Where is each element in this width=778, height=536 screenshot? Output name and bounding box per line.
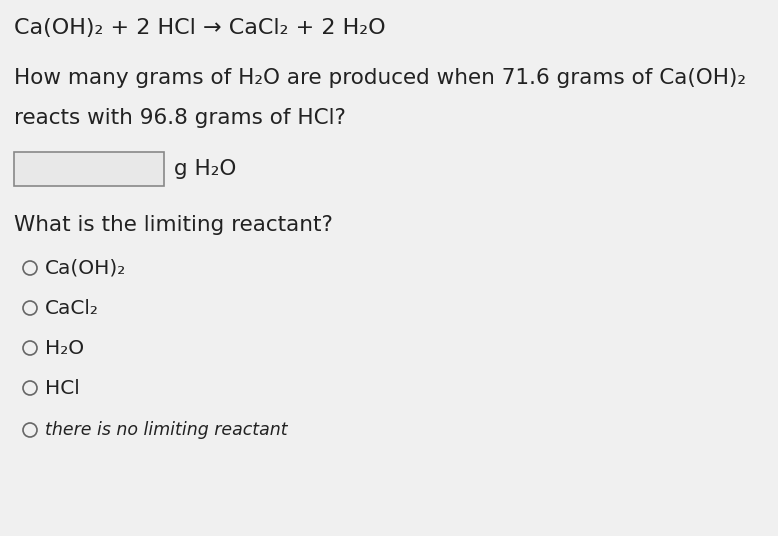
Text: there is no limiting reactant: there is no limiting reactant [45,421,288,439]
Circle shape [23,261,37,275]
Text: CaCl₂: CaCl₂ [45,299,99,317]
Text: HCl: HCl [45,378,80,398]
Text: g H₂O: g H₂O [174,159,237,179]
Text: What is the limiting reactant?: What is the limiting reactant? [14,215,333,235]
Text: H₂O: H₂O [45,339,84,358]
Circle shape [23,341,37,355]
Text: reacts with 96.8 grams of HCl?: reacts with 96.8 grams of HCl? [14,108,346,128]
FancyBboxPatch shape [14,152,164,186]
Text: Ca(OH)₂ + 2 HCl → CaCl₂ + 2 H₂O: Ca(OH)₂ + 2 HCl → CaCl₂ + 2 H₂O [14,18,386,38]
Text: Ca(OH)₂: Ca(OH)₂ [45,258,126,278]
Circle shape [23,381,37,395]
Circle shape [23,423,37,437]
Text: How many grams of H₂O are produced when 71.6 grams of Ca(OH)₂: How many grams of H₂O are produced when … [14,68,746,88]
Circle shape [23,301,37,315]
